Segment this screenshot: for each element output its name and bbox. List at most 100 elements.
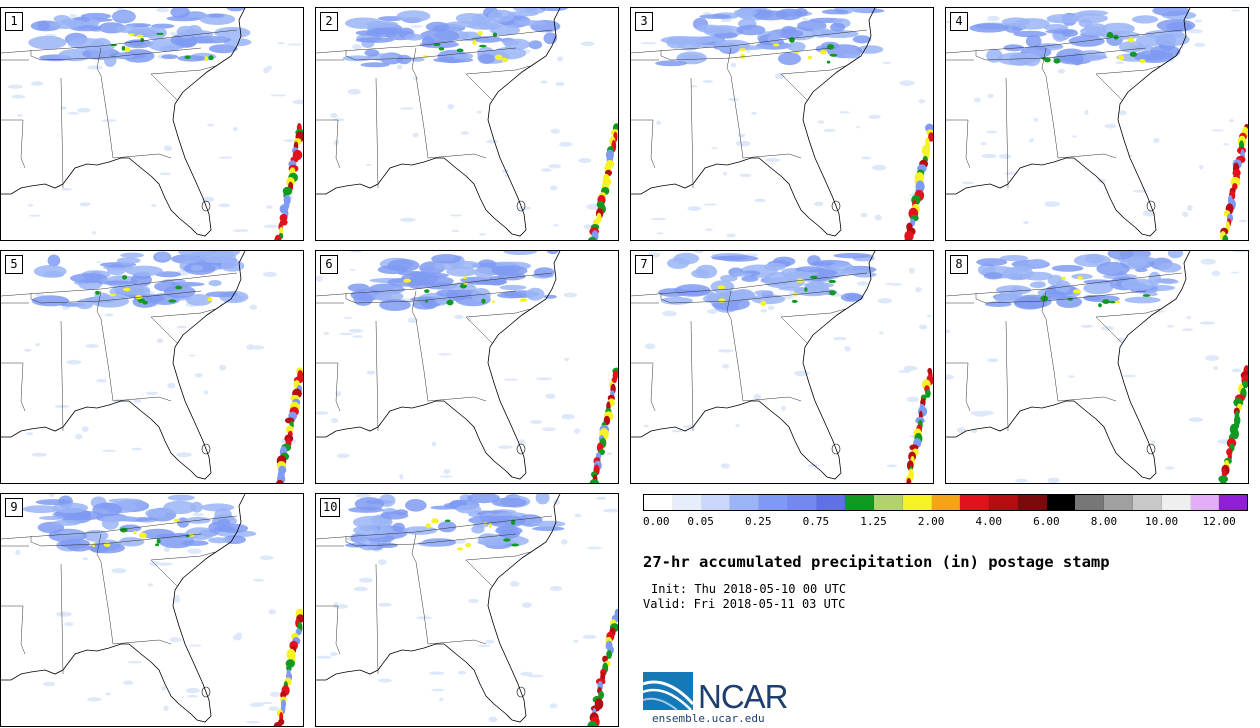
- precip-area: [350, 289, 383, 301]
- light-precip-area: [176, 325, 188, 329]
- light-precip-area: [378, 602, 392, 607]
- light-precip-area: [844, 345, 851, 352]
- colorbar-swatch: [730, 495, 760, 510]
- precip-area: [821, 9, 849, 15]
- heavy-precip-cell: [1129, 51, 1138, 57]
- light-precip-area: [431, 441, 437, 447]
- state-border: [316, 515, 553, 540]
- lake-outline: [831, 443, 841, 455]
- lake-outline: [201, 686, 211, 698]
- precip-area: [1042, 291, 1067, 300]
- light-precip-area: [987, 358, 999, 363]
- precip-area: [995, 285, 1032, 296]
- heavy-precip-cell: [503, 538, 511, 542]
- state-border: [415, 75, 429, 159]
- light-precip-area: [443, 469, 451, 474]
- init-time: Init: Thu 2018-05-10 00 UTC: [651, 582, 847, 596]
- heavy-precip-cell: [135, 294, 143, 300]
- precip-area: [414, 275, 454, 286]
- light-precip-area: [690, 85, 698, 88]
- precip-area: [476, 17, 499, 30]
- light-precip-area: [1182, 211, 1189, 217]
- light-precip-area: [431, 688, 445, 692]
- light-precip-area: [249, 702, 264, 707]
- light-precip-area: [1068, 375, 1075, 378]
- offshore-precip-band: [274, 234, 282, 240]
- precip-area: [145, 508, 167, 518]
- precip-area: [1028, 258, 1048, 268]
- light-precip-area: [578, 158, 592, 163]
- precip-area: [163, 285, 196, 299]
- light-precip-area: [349, 251, 363, 253]
- heavy-precip-cell: [511, 543, 520, 547]
- offshore-precip-band: [606, 650, 612, 659]
- light-precip-area: [96, 378, 107, 383]
- precip-area: [437, 521, 457, 533]
- light-precip-area: [82, 557, 89, 561]
- offshore-precip-band: [587, 720, 598, 726]
- precip-area: [89, 542, 125, 554]
- light-precip-area: [980, 142, 987, 146]
- light-precip-area: [123, 680, 134, 685]
- member-number: 9: [5, 498, 23, 517]
- light-precip-area: [1132, 189, 1149, 193]
- lake-outline: [201, 443, 211, 455]
- state-border: [316, 119, 341, 169]
- lake-outline: [516, 200, 526, 212]
- precip-area: [101, 515, 138, 522]
- precip-area: [842, 54, 861, 59]
- precip-area: [380, 511, 409, 520]
- offshore-precip-band: [611, 376, 617, 384]
- colorbar-label: 0.05: [687, 515, 714, 528]
- light-precip-area: [861, 156, 872, 160]
- light-precip-area: [91, 231, 96, 235]
- member-number: 3: [635, 12, 653, 31]
- light-precip-area: [548, 164, 562, 169]
- precip-area: [387, 259, 420, 272]
- light-precip-area: [412, 132, 419, 138]
- light-precip-area: [764, 157, 781, 162]
- light-precip-area: [946, 329, 951, 334]
- light-precip-area: [1213, 366, 1219, 370]
- precip-area: [491, 265, 528, 277]
- precip-area: [533, 267, 555, 278]
- heavy-precip-cell: [804, 287, 808, 292]
- light-precip-area: [378, 559, 387, 565]
- light-precip-area: [16, 114, 23, 117]
- colorbar-swatch: [931, 495, 961, 510]
- precip-area: [220, 260, 245, 272]
- precip-area: [1083, 294, 1102, 301]
- precip-area: [1152, 8, 1190, 17]
- light-precip-area: [1044, 201, 1060, 207]
- light-precip-area: [927, 314, 932, 318]
- state-border: [780, 316, 808, 344]
- light-precip-area: [60, 106, 67, 110]
- precip-area: [1120, 278, 1156, 290]
- precip-area: [47, 254, 61, 267]
- light-precip-area: [69, 14, 77, 18]
- colorbar-swatch: [1046, 495, 1076, 510]
- state-border: [60, 77, 64, 189]
- light-precip-area: [87, 697, 102, 702]
- colorbar-swatch: [1190, 495, 1220, 510]
- light-precip-area: [31, 81, 44, 86]
- heavy-precip-cell: [465, 542, 472, 548]
- state-border: [465, 73, 493, 101]
- light-precip-area: [194, 373, 203, 378]
- precip-area: [124, 39, 153, 49]
- ensemble-member-panel: 6: [315, 250, 619, 484]
- precip-area: [1046, 14, 1080, 24]
- state-border: [726, 47, 732, 77]
- state-border: [465, 65, 531, 75]
- precip-area: [471, 36, 503, 43]
- light-precip-area: [323, 331, 330, 335]
- light-precip-area: [185, 687, 200, 694]
- light-precip-area: [542, 427, 556, 431]
- heavy-precip-cell: [738, 48, 747, 51]
- heavy-precip-cell: [425, 300, 429, 303]
- light-precip-area: [874, 214, 882, 221]
- precip-area: [763, 262, 786, 271]
- state-border: [150, 316, 178, 344]
- light-precip-area: [49, 494, 55, 498]
- heavy-precip-cell: [717, 285, 725, 290]
